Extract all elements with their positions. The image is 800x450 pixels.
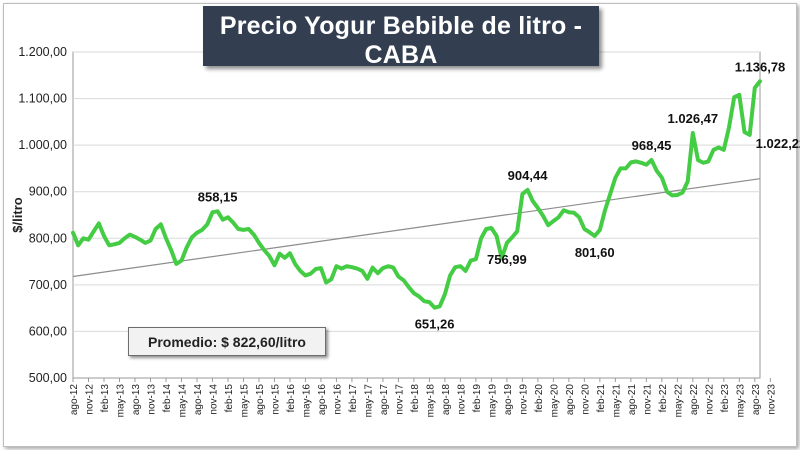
x-tick-label: feb-18: [410, 384, 421, 413]
series-line: [71, 79, 762, 310]
chart-title-box: Precio Yogur Bebible de litro - CABA - a…: [203, 6, 599, 89]
x-tick-label: may-18: [425, 384, 436, 418]
data-label: 904,44: [508, 168, 549, 183]
chart-subtitle: - ajustado por IPC -: [340, 73, 462, 89]
x-tick-label: nov-20: [580, 384, 591, 415]
x-tick-label: feb-20: [534, 384, 545, 413]
x-tick-label: ago-19: [503, 384, 514, 416]
x-tick-label: ago-15: [255, 384, 266, 416]
y-tick-label: 600,00: [29, 324, 67, 338]
x-tick-label: may-21: [611, 384, 622, 418]
x-tick-label: ago-16: [317, 384, 328, 416]
x-tick-label: nov-12: [84, 384, 95, 415]
x-tick-label: nov-17: [394, 384, 405, 415]
x-tick-label: feb-23: [720, 384, 731, 413]
x-tick-label: may-14: [177, 384, 188, 418]
data-label: 756,99: [487, 252, 527, 267]
x-tick-label: nov-16: [332, 384, 343, 415]
x-tick-label: nov-18: [456, 384, 467, 415]
y-tick-label: 900,00: [29, 185, 67, 199]
y-tick-label: 1.000,00: [18, 138, 67, 152]
x-tick-label: feb-21: [596, 384, 607, 413]
x-tick-label: ago-20: [565, 384, 576, 416]
x-tick-label: feb-13: [100, 384, 111, 413]
x-tick-label: ago-14: [193, 384, 204, 416]
x-tick-label: may-20: [549, 384, 560, 418]
y-tick-label: 1.200,00: [18, 45, 67, 59]
x-tick-label: ago-12: [69, 384, 80, 416]
data-label: 1.026,47: [668, 111, 719, 126]
x-tick-label: nov-23: [766, 384, 777, 415]
x-tick-label: may-19: [487, 384, 498, 418]
x-tick-label: may-15: [239, 384, 250, 418]
x-tick-label: may-23: [735, 384, 746, 418]
y-axis-label: $/litro: [10, 197, 25, 232]
x-tick-label: may-22: [673, 384, 684, 418]
x-tick-label: ago-22: [689, 384, 700, 416]
data-label: 968,45: [632, 138, 672, 153]
data-label: 801,60: [575, 245, 615, 260]
x-tick-label: nov-15: [270, 384, 281, 415]
plot-area: [72, 51, 761, 379]
x-tick-label: may-16: [301, 384, 312, 418]
x-tick-label: nov-19: [518, 384, 529, 415]
x-tick-label: ago-17: [379, 384, 390, 416]
trend-line: [72, 178, 761, 278]
average-callout: Promedio: $ 822,60/litro: [128, 327, 326, 356]
y-tick-label: 700,00: [29, 278, 67, 292]
x-tick-label: nov-21: [642, 384, 653, 415]
chart-title: Precio Yogur Bebible de litro - CABA: [219, 12, 583, 69]
x-tick-label: nov-13: [146, 384, 157, 415]
data-label: 858,15: [198, 189, 238, 204]
x-tick-label: nov-22: [704, 384, 715, 415]
x-tick-label: ago-13: [131, 384, 142, 416]
y-tick-label: 800,00: [29, 231, 67, 245]
x-tick-label: feb-19: [472, 384, 483, 413]
data-label: 1.136,78: [735, 59, 786, 74]
x-tick-label: ago-18: [441, 384, 452, 416]
x-tick-label: feb-15: [224, 384, 235, 413]
x-tick-label: feb-16: [286, 384, 297, 413]
x-tick-label: nov-14: [208, 384, 219, 415]
x-tick-label: feb-14: [162, 384, 173, 413]
x-tick-label: feb-17: [348, 384, 359, 413]
data-label: 1.022,22: [756, 136, 800, 151]
x-tick-label: may-17: [363, 384, 374, 418]
x-tick-label: feb-22: [658, 384, 669, 413]
x-tick-label: may-13: [115, 384, 126, 418]
x-tick-label: ago-21: [627, 384, 638, 416]
data-label: 651,26: [415, 317, 455, 332]
y-tick-label: 1.100,00: [18, 92, 67, 106]
x-tick-label: ago-23: [751, 384, 762, 416]
y-tick-label: 500,00: [29, 371, 67, 385]
